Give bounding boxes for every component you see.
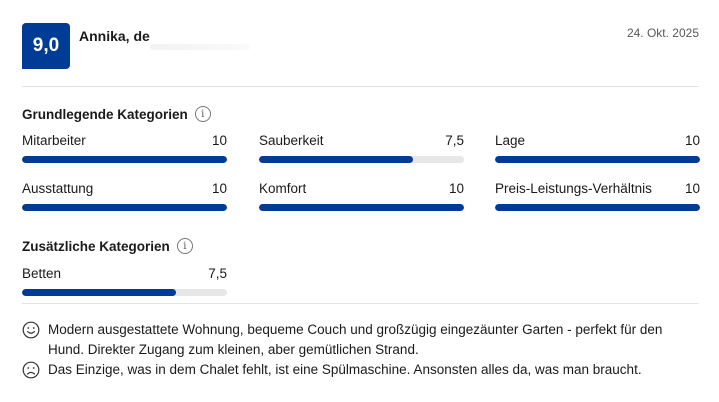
category-score: 10 (211, 133, 227, 148)
category-bar-fill (22, 204, 227, 211)
category-betten: Betten 7,5 (22, 266, 227, 296)
category-bar (259, 204, 464, 211)
category-bar (22, 289, 227, 296)
category-bar-fill (495, 204, 700, 211)
category-score: 7,5 (445, 133, 464, 148)
category-label: Lage (495, 133, 526, 148)
category-score: 10 (684, 133, 700, 148)
category-bar-fill (259, 156, 413, 163)
basic-categories-heading: Grundlegende Kategorien i (22, 106, 211, 122)
reviewer-name: Annika, de (79, 28, 150, 44)
category-label: Mitarbeiter (22, 133, 86, 148)
info-icon[interactable]: i (176, 238, 193, 254)
redacted-text (150, 44, 250, 50)
category-sauberkeit: Sauberkeit 7,5 (259, 133, 464, 163)
extra-categories-title: Zusätzliche Kategorien (22, 238, 170, 254)
extra-categories-heading: Zusätzliche Kategorien i (22, 238, 193, 254)
category-bar-fill (22, 289, 176, 296)
info-icon[interactable]: i (194, 106, 211, 122)
category-score: 10 (448, 181, 464, 196)
negative-comment: Das Einzige, was in dem Chalet fehlt, is… (22, 360, 701, 380)
negative-comment-text: Das Einzige, was in dem Chalet fehlt, is… (48, 362, 642, 377)
category-label: Preis-Leistungs-Verhältnis (495, 181, 652, 196)
category-bar-fill (495, 156, 700, 163)
score-badge: 9,0 (22, 23, 70, 69)
category-score: 7,5 (208, 266, 227, 281)
review-date: 24. Okt. 2025 (626, 26, 699, 40)
divider (22, 303, 699, 304)
category-label: Sauberkeit (259, 133, 324, 148)
category-bar-fill (22, 156, 227, 163)
positive-comment-text: Modern ausgestattete Wohnung, bequeme Co… (48, 322, 663, 357)
category-label: Ausstattung (22, 181, 94, 196)
category-bar (495, 156, 700, 163)
category-bar (495, 204, 700, 211)
sad-face-icon (22, 361, 40, 379)
basic-categories-title: Grundlegende Kategorien (22, 106, 188, 122)
category-bar (22, 156, 227, 163)
category-lage: Lage 10 (495, 133, 700, 163)
category-bar (259, 156, 464, 163)
category-score: 10 (211, 181, 227, 196)
positive-comment: Modern ausgestattete Wohnung, bequeme Co… (22, 320, 701, 360)
category-label: Komfort (259, 181, 307, 196)
category-bar-fill (259, 204, 464, 211)
score-value: 9,0 (32, 35, 60, 56)
category-ausstattung: Ausstattung 10 (22, 181, 227, 211)
category-preis-leistung: Preis-Leistungs-Verhältnis 10 (495, 181, 700, 211)
divider (22, 86, 699, 87)
category-label: Betten (22, 266, 62, 281)
smile-face-icon (22, 321, 40, 339)
category-bar (22, 204, 227, 211)
category-mitarbeiter: Mitarbeiter 10 (22, 133, 227, 163)
category-komfort: Komfort 10 (259, 181, 464, 211)
category-score: 10 (684, 181, 700, 196)
